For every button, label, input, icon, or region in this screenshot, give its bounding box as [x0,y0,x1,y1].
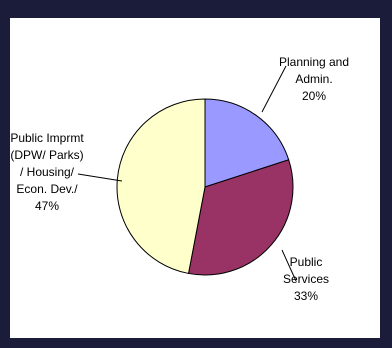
slice-label-line: Admin. [295,72,332,86]
pie-slice-2 [116,98,206,275]
slice-label-line: 20% [302,89,326,103]
slice-label-line: Econ. Dev./ [16,182,78,196]
slice-label-2: Public Imprmt (DPW/ Parks) / Housing/Econ.… [10,131,84,213]
leader-line-2 [77,173,123,182]
leader-line-1 [281,249,297,282]
slice-label-1: Public Services 33% [283,255,329,303]
slice-label-0: Planning and Admin. 20% [279,55,349,103]
slice-label-line: Planning and [279,55,349,69]
slice-label-line: / Housing/ [20,165,75,179]
slice-label-line: 47% [35,199,59,213]
pie-slice-1 [187,159,294,276]
slice-label-line: Public [290,255,323,269]
slice-label-line: Services [283,272,329,286]
slice-label-line: Public Imprmt [10,131,84,145]
slice-label-line: 33% [294,289,318,303]
leader-line-0 [261,65,287,113]
slice-label-line: (DPW/ Parks) [10,148,83,162]
pie-slice-0 [204,98,290,188]
